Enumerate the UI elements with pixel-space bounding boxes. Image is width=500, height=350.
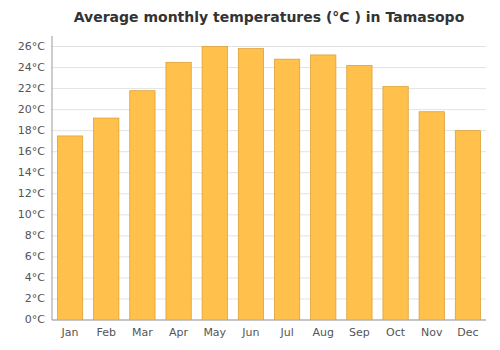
y-axis-line: [52, 36, 53, 320]
grid-line: [52, 46, 486, 47]
y-tick-label: 6°C: [25, 250, 45, 263]
y-tick-label: 22°C: [18, 82, 45, 95]
x-tick-label: May: [203, 326, 226, 339]
bar: [238, 49, 263, 320]
grid: [52, 47, 486, 320]
x-tick-label: Oct: [386, 326, 406, 339]
y-tick-label: 12°C: [18, 187, 45, 200]
x-tick-label: Feb: [97, 326, 116, 339]
y-ticks: 0°C 2°C 4°C 6°C 8°C 10°C 12°C 14°C 16°C 18°C 20°C 2…: [18, 40, 45, 326]
x-tick-label: Sep: [349, 326, 370, 339]
bar: [94, 118, 119, 320]
y-tick-label: 10°C: [18, 208, 45, 221]
y-tick-label: 24°C: [18, 61, 45, 74]
y-tick-label: 2°C: [25, 292, 45, 305]
bars: [57, 47, 480, 320]
grid-line: [52, 109, 486, 110]
chart: 0°C 2°C 4°C 6°C 8°C 10°C 12°C 14°C 16°C 18°C 20°C 2…: [0, 0, 500, 350]
y-tick-label: 26°C: [18, 40, 45, 53]
x-tick-label: Jan: [61, 326, 79, 339]
x-tick-label: Mar: [132, 326, 153, 339]
title: Average monthly temperatures (°C ) in Ta…: [74, 9, 465, 25]
x-tick-label: Nov: [421, 326, 443, 339]
x-tick-label: Aug: [313, 326, 334, 339]
y-tick-label: 18°C: [18, 124, 45, 137]
x-tick-label: Dec: [457, 326, 478, 339]
y-tick-label: 20°C: [18, 103, 45, 116]
bar: [130, 91, 155, 320]
bar: [311, 55, 336, 320]
x-tick-label: Jul: [279, 326, 293, 339]
bar: [347, 65, 372, 320]
y-tick-label: 4°C: [25, 271, 45, 284]
x-tick-label: Apr: [169, 326, 189, 339]
bar: [57, 136, 82, 320]
bar: [455, 131, 480, 320]
bar: [383, 86, 408, 320]
bar: [202, 47, 227, 320]
y-tick-label: 16°C: [18, 145, 45, 158]
x-ticks: Jan Feb Mar Apr May Jun Jul Aug Sep Oct Nov Dec: [61, 326, 479, 339]
grid-line: [52, 88, 486, 89]
y-tick-label: 14°C: [18, 166, 45, 179]
grid-line: [52, 67, 486, 68]
y-tick-label: 0°C: [25, 313, 45, 326]
bar: [274, 59, 299, 320]
bar: [419, 112, 444, 320]
y-tick-label: 8°C: [25, 229, 45, 242]
x-tick-label: Jun: [241, 326, 259, 339]
bar: [166, 62, 191, 320]
